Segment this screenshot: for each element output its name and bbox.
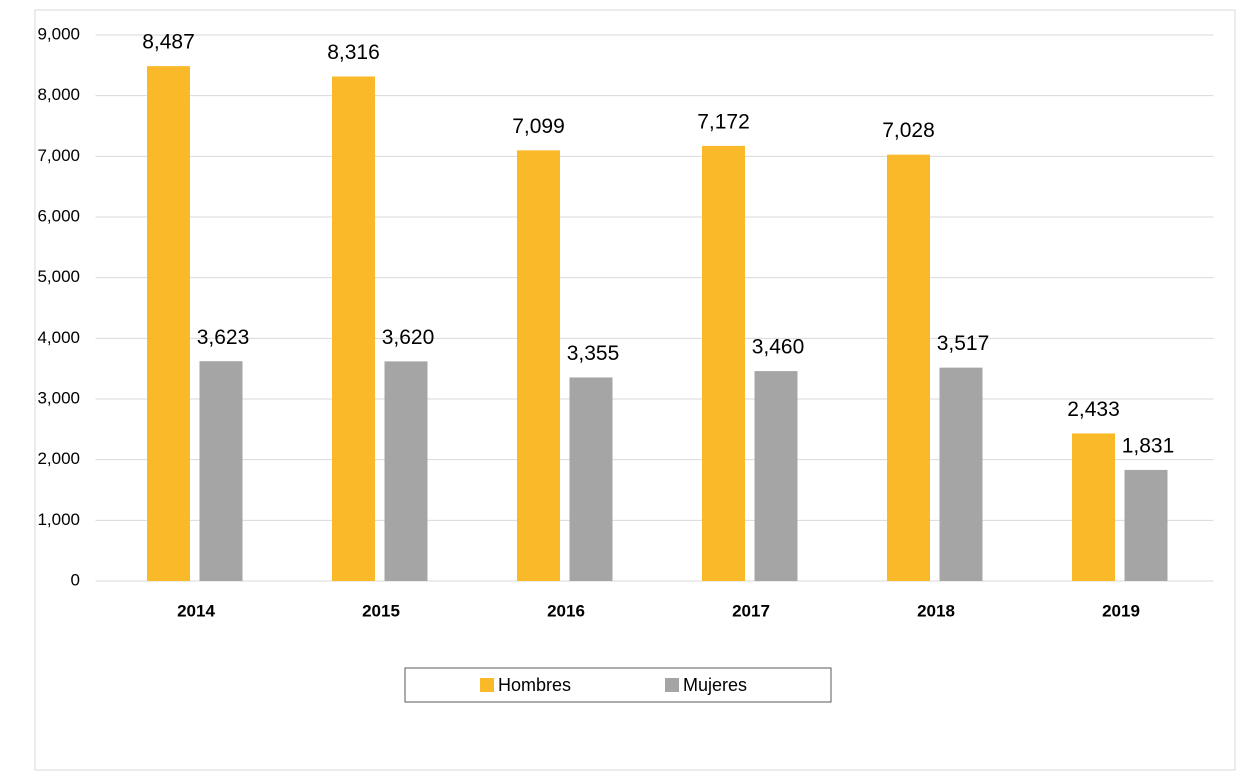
y-tick-label: 9,000 [37, 24, 80, 43]
chart-frame [34, 9, 1236, 771]
legend-label: Mujeres [683, 675, 747, 695]
value-label: 3,623 [197, 326, 250, 349]
x-tick-label: 2018 [917, 601, 955, 620]
bar [702, 145, 745, 581]
legend-label: Hombres [498, 675, 571, 695]
y-tick-label: 8,000 [37, 85, 80, 104]
bar [147, 66, 190, 581]
value-label: 8,487 [142, 31, 195, 54]
value-label: 7,172 [697, 110, 750, 133]
bar [384, 361, 428, 581]
bar [1072, 433, 1115, 581]
bar [332, 76, 375, 581]
y-tick-label: 6,000 [37, 206, 80, 225]
bar [517, 150, 560, 581]
legend-swatch [480, 678, 494, 692]
y-tick-label: 0 [71, 570, 80, 589]
x-tick-label: 2015 [362, 601, 400, 620]
legend-box [404, 667, 832, 703]
x-tick-label: 2016 [547, 601, 585, 620]
y-tick-label: 2,000 [37, 449, 80, 468]
value-label: 1,831 [1122, 434, 1175, 457]
legend-swatch [665, 678, 679, 692]
y-tick-label: 7,000 [37, 146, 80, 165]
x-tick-label: 2014 [177, 601, 215, 620]
value-label: 7,028 [882, 119, 935, 142]
y-tick-label: 3,000 [37, 388, 80, 407]
y-tick-label: 4,000 [37, 328, 80, 347]
bar [939, 367, 983, 581]
bar [1124, 469, 1168, 581]
x-tick-label: 2019 [1102, 601, 1140, 620]
y-tick-label: 1,000 [37, 510, 80, 529]
value-label: 7,099 [512, 115, 565, 138]
x-tick-label: 2017 [732, 601, 770, 620]
value-label: 2,433 [1067, 398, 1120, 421]
bar [199, 361, 243, 581]
value-label: 3,355 [567, 342, 620, 365]
y-tick-label: 5,000 [37, 267, 80, 286]
bar [754, 371, 798, 581]
value-label: 3,620 [382, 326, 435, 349]
bar [569, 377, 613, 581]
bar [887, 154, 930, 581]
value-label: 8,316 [327, 41, 380, 64]
value-label: 3,460 [752, 336, 805, 359]
value-label: 3,517 [937, 332, 990, 355]
